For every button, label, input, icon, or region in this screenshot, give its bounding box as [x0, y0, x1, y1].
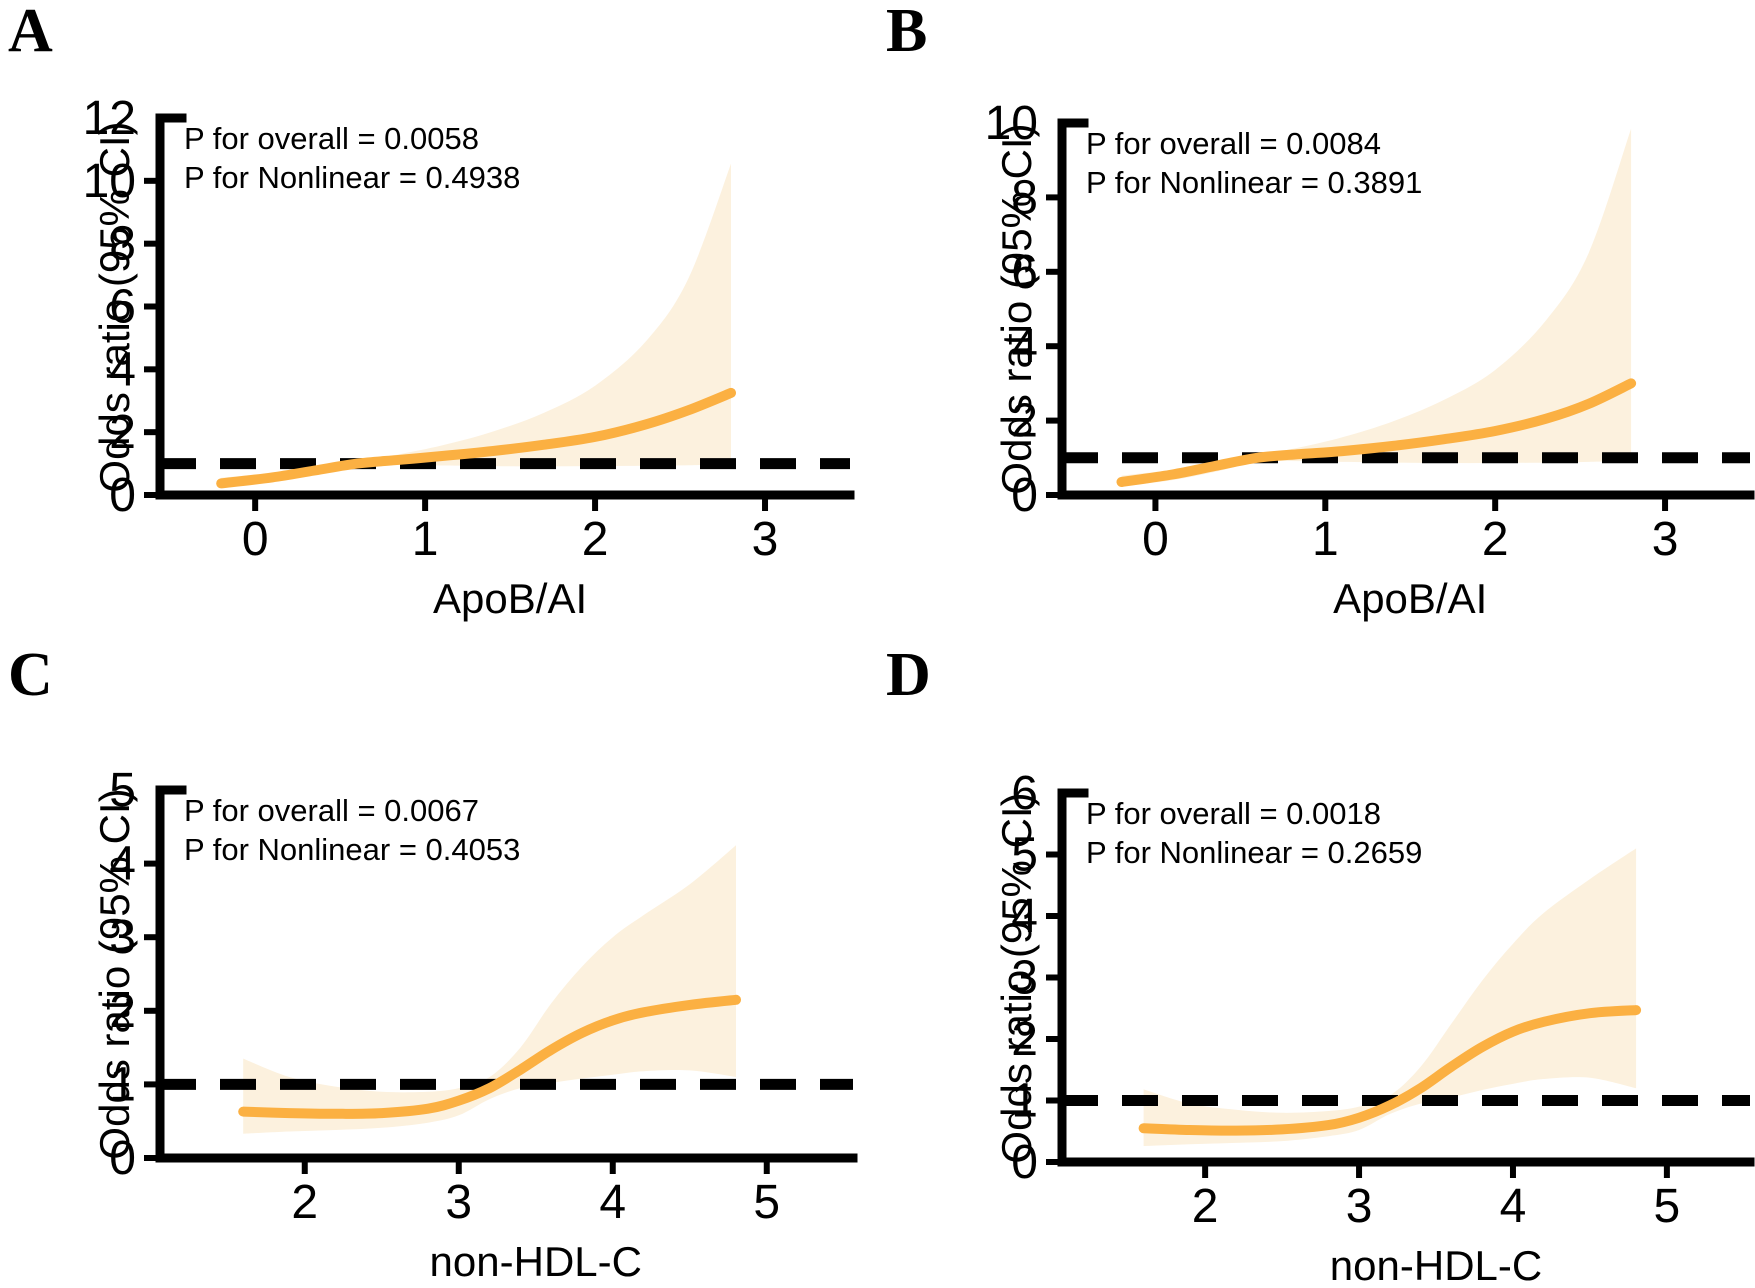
y-axis-title: Odds ratio (95% CI) [91, 120, 138, 493]
p-nonlinear-text: P for Nonlinear = 0.4938 [184, 159, 521, 195]
panel-c: 0 1 2 3 4 5 2 3 4 5 C P for overall = 0.0067 P fo… [0, 644, 877, 1288]
y-tick-label: 6 [1011, 767, 1038, 820]
p-overall-text: P for overall = 0.0084 [1086, 126, 1381, 161]
confidence-band [1143, 848, 1637, 1146]
p-overall-text: P for overall = 0.0058 [184, 121, 479, 156]
x-tick-label: 2 [291, 1176, 318, 1229]
p-value-annotation: P for overall = 0.0058 P for Nonlinear =… [184, 120, 520, 198]
panel-d-plot: 0 1 2 3 4 5 6 2 3 4 5 [1011, 767, 1755, 1233]
x-tick-label: 2 [582, 513, 609, 566]
y-tick-label: 8 [1011, 171, 1038, 224]
y-tick-label: 0 [109, 1132, 136, 1185]
y-tick-label: 4 [1011, 320, 1038, 373]
x-tick-label: 4 [1500, 1180, 1527, 1233]
odds-ratio-curve [1138, 1005, 1642, 1136]
y-axis-title: Odds ratio (95% CI) [91, 788, 138, 1160]
panel-c-plot: 0 1 2 3 4 5 2 3 4 5 [109, 764, 858, 1229]
p-overall-text: P for overall = 0.0067 [184, 793, 479, 828]
odds-ratio-curve [1116, 378, 1637, 487]
x-tick-label: 5 [753, 1176, 780, 1229]
y-axis-title: Odds ratio (95% CI) [993, 791, 1040, 1164]
x-tick-label: 3 [1346, 1180, 1373, 1233]
x-tick-label: 4 [599, 1176, 626, 1229]
panel-letter-a: A [8, 0, 53, 65]
confidence-band [221, 163, 731, 487]
panel-d: 0 1 2 3 4 5 6 2 3 4 5 D P for overall = 0.0018 P f… [878, 644, 1755, 1288]
x-axis-title: ApoB/AI [433, 575, 588, 622]
x-tick-label: 3 [1652, 513, 1679, 566]
panel-a: 0 2 4 6 8 10 12 0 1 2 3 A P for overall = 0.0058 P… [0, 0, 877, 644]
p-overall-text: P for overall = 0.0018 [1086, 796, 1381, 831]
confidence-band [1121, 128, 1632, 487]
p-value-annotation: P for overall = 0.0067 P for Nonlinear =… [184, 792, 520, 870]
x-tick-label: 3 [445, 1176, 472, 1229]
y-tick-label: 8 [109, 218, 136, 271]
y-tick-label: 5 [109, 764, 136, 817]
panel-b-plot: 0 2 4 6 8 10 0 1 2 3 [985, 97, 1755, 566]
panel-letter-c: C [8, 641, 53, 709]
y-tick-label: 3 [1011, 952, 1038, 1005]
y-tick-label: 5 [1011, 829, 1038, 882]
x-tick-label: 5 [1654, 1180, 1681, 1233]
y-tick-label: 0 [1011, 1136, 1038, 1189]
y-tick-label: 2 [1011, 1013, 1038, 1066]
p-value-annotation: P for overall = 0.0084 P for Nonlinear =… [1086, 125, 1422, 203]
confidence-band [243, 845, 736, 1134]
y-tick-label: 12 [83, 92, 136, 145]
x-tick-label: 2 [1482, 513, 1509, 566]
panel-b: 0 2 4 6 8 10 0 1 2 3 B P for overall = 0.0084 P f… [878, 0, 1755, 644]
y-tick-label: 1 [109, 1058, 136, 1111]
p-nonlinear-text: P for Nonlinear = 0.4053 [184, 831, 521, 867]
y-tick-label: 6 [109, 281, 136, 334]
x-tick-label: 2 [1192, 1180, 1219, 1233]
x-axis-title: non-HDL-C [1329, 1242, 1543, 1288]
y-axis-title: Odds ratio (95% CI) [993, 123, 1040, 495]
y-tick-label: 4 [109, 343, 136, 396]
p-nonlinear-text: P for Nonlinear = 0.3891 [1086, 164, 1423, 200]
y-tick-label: 0 [109, 469, 136, 522]
y-tick-label: 0 [1011, 469, 1038, 522]
y-tick-label: 4 [1011, 890, 1038, 943]
y-tick-label: 2 [1011, 395, 1038, 448]
x-axis-title: ApoB/AI [1333, 575, 1488, 622]
panel-letter-b: B [886, 0, 928, 65]
y-tick-label: 10 [985, 97, 1038, 150]
y-tick-label: 2 [109, 985, 136, 1038]
y-tick-label: 3 [109, 911, 136, 964]
p-value-annotation: P for overall = 0.0018 P for Nonlinear =… [1086, 795, 1422, 873]
p-nonlinear-text: P for Nonlinear = 0.2659 [1086, 834, 1423, 870]
y-tick-label: 2 [109, 406, 136, 459]
y-tick-label: 6 [1011, 246, 1038, 299]
y-tick-label: 10 [83, 155, 136, 208]
x-tick-label: 0 [1142, 513, 1169, 566]
panel-letter-d: D [886, 641, 931, 709]
x-tick-label: 1 [1312, 513, 1339, 566]
x-tick-label: 3 [752, 513, 779, 566]
x-tick-label: 1 [412, 513, 439, 566]
y-tick-label: 1 [1011, 1075, 1038, 1128]
odds-ratio-curve [238, 994, 741, 1119]
y-tick-label: 4 [109, 838, 136, 891]
x-axis-title: non-HDL-C [429, 1238, 642, 1285]
x-tick-label: 0 [242, 513, 269, 566]
odds-ratio-curve [216, 387, 736, 489]
